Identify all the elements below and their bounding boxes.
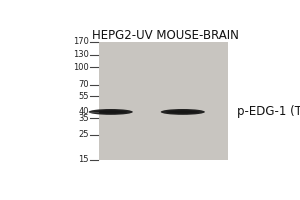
Ellipse shape bbox=[89, 109, 133, 115]
Text: 100: 100 bbox=[73, 63, 89, 72]
Text: 40: 40 bbox=[78, 107, 89, 116]
Text: 35: 35 bbox=[78, 114, 89, 123]
Ellipse shape bbox=[171, 111, 195, 113]
Text: HEPG2-UV MOUSE-BRAIN: HEPG2-UV MOUSE-BRAIN bbox=[92, 29, 239, 42]
Ellipse shape bbox=[94, 110, 127, 114]
Text: 170: 170 bbox=[73, 37, 89, 46]
Ellipse shape bbox=[99, 111, 123, 113]
Ellipse shape bbox=[166, 110, 200, 114]
Text: p-EDG-1 (T236): p-EDG-1 (T236) bbox=[238, 105, 300, 118]
Bar bbox=[99, 42, 228, 160]
Text: 55: 55 bbox=[78, 92, 89, 101]
Text: 130: 130 bbox=[73, 50, 89, 59]
Text: 15: 15 bbox=[78, 155, 89, 164]
Ellipse shape bbox=[161, 109, 205, 115]
Text: 70: 70 bbox=[78, 80, 89, 89]
Text: 25: 25 bbox=[78, 130, 89, 139]
